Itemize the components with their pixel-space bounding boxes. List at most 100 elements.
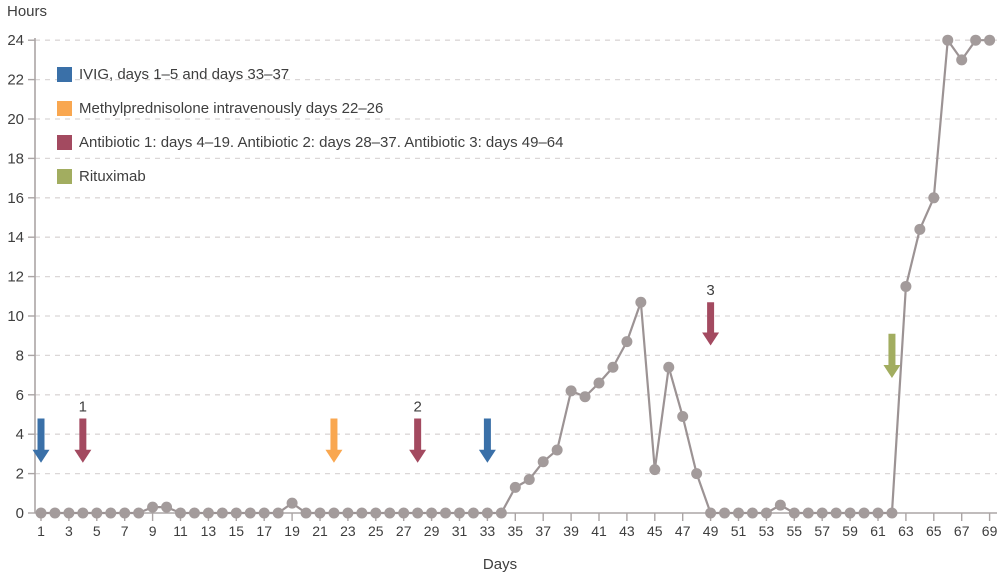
y-tick-label-18: 18 [7,150,24,167]
x-tick-label-27: 27 [396,523,412,539]
data-point-day-42 [607,361,619,373]
x-tick-label-15: 15 [229,523,245,539]
data-point-day-23 [342,507,354,519]
data-point-day-7 [119,507,131,519]
legend-ivig: IVIG, days 1–5 and days 33–37 [57,66,564,83]
data-point-day-20 [300,507,312,519]
data-point-day-33 [481,507,493,519]
data-point-day-58 [830,507,842,519]
legend-methylprednisolone-swatch-icon [57,101,72,116]
data-point-day-1 [35,507,47,519]
data-point-day-41 [593,377,605,389]
data-point-day-62 [886,507,898,519]
y-tick-label-8: 8 [16,347,24,364]
data-point-day-17 [258,507,270,519]
data-point-day-28 [412,507,424,519]
x-tick-label-47: 47 [675,523,691,539]
x-tick-label-55: 55 [787,523,803,539]
data-point-day-6 [105,507,117,519]
x-axis-title: Days [482,556,518,573]
data-point-day-21 [314,507,326,519]
x-tick-label-39: 39 [563,523,579,539]
data-point-day-2 [49,507,61,519]
data-point-day-54 [774,499,786,511]
x-tick-label-59: 59 [842,523,858,539]
legend-rituximab: Rituximab [57,168,564,185]
data-point-day-13 [202,507,214,519]
data-point-day-12 [188,507,200,519]
data-point-day-53 [760,507,772,519]
data-point-day-34 [495,507,507,519]
data-point-day-14 [216,507,228,519]
x-tick-label-23: 23 [340,523,356,539]
x-tick-label-33: 33 [480,523,496,539]
legend-antibiotics-label: Antibiotic 1: days 4–19. Antibiotic 2: d… [79,134,564,151]
data-point-day-50 [719,507,731,519]
data-point-day-68 [970,34,982,46]
data-point-day-30 [440,507,452,519]
data-point-day-56 [802,507,814,519]
data-point-day-57 [816,507,828,519]
data-point-day-27 [398,507,410,519]
x-tick-label-11: 11 [173,523,188,539]
data-point-day-51 [733,507,744,519]
data-point-day-48 [691,468,703,480]
legend-rituximab-label: Rituximab [79,168,146,185]
data-point-day-67 [956,54,968,66]
data-point-day-26 [384,507,396,519]
data-point-day-31 [454,507,465,519]
x-tick-label-31: 31 [452,523,468,539]
antibiotic2-arrow-day-28 [409,418,427,463]
data-point-day-43 [621,336,633,348]
data-point-day-39 [565,385,577,397]
annotation-arrows: 1 2 3 [32,282,901,463]
legend-methylprednisolone: Methylprednisolone intravenously days 22… [57,100,564,117]
data-point-day-25 [370,507,382,519]
y-tick-label-14: 14 [7,229,24,246]
x-tick-label-43: 43 [619,523,635,539]
antibiotic3-arrow-day-49-label: 3 [706,282,714,299]
rituximab-arrow-day-62 [883,333,901,379]
ivig-arrow-day-33 [478,418,496,463]
x-tick-label-35: 35 [508,523,524,539]
data-point-day-11 [175,507,186,519]
x-tick-label-17: 17 [256,523,272,539]
x-tick-label-5: 5 [93,523,101,539]
data-point-day-47 [677,410,689,422]
y-tick-label-4: 4 [16,426,24,443]
x-tick-label-25: 25 [368,523,384,539]
x-tick-label-37: 37 [535,523,551,539]
y-tick-label-24: 24 [7,32,24,49]
x-tick-label-49: 49 [703,523,719,539]
data-point-day-32 [467,507,479,519]
x-tick-label-67: 67 [954,523,970,539]
x-tick-label-53: 53 [759,523,775,539]
data-point-day-35 [509,481,521,493]
y-tick-label-6: 6 [16,387,24,404]
data-point-day-59 [844,507,856,519]
legend-ivig-label: IVIG, days 1–5 and days 33–37 [79,66,290,83]
data-point-day-8 [133,507,145,519]
data-point-day-9 [147,501,159,513]
ivig-arrow-day-1 [32,418,50,463]
data-point-day-55 [788,507,800,519]
x-tick-label-69: 69 [982,523,998,539]
data-point-day-45 [649,464,661,476]
antibiotic1-arrow-day-4-label: 1 [79,398,87,415]
data-point-day-64 [914,223,926,235]
antibiotic3-arrow-day-49 [702,302,720,346]
data-point-day-10 [161,501,173,513]
legend-antibiotics-swatch-icon [57,135,72,150]
data-point-day-69 [984,34,996,46]
legend-rituximab-swatch-icon [57,169,72,184]
data-point-day-3 [63,507,75,519]
y-tick-label-2: 2 [16,466,24,483]
y-tick-label-22: 22 [7,72,24,89]
x-tick-label-41: 41 [591,523,607,539]
data-point-day-22 [328,507,340,519]
x-tick-label-3: 3 [65,523,73,539]
x-tick-label-45: 45 [647,523,663,539]
x-tick-label-21: 21 [312,523,328,539]
data-point-day-46 [663,361,675,373]
